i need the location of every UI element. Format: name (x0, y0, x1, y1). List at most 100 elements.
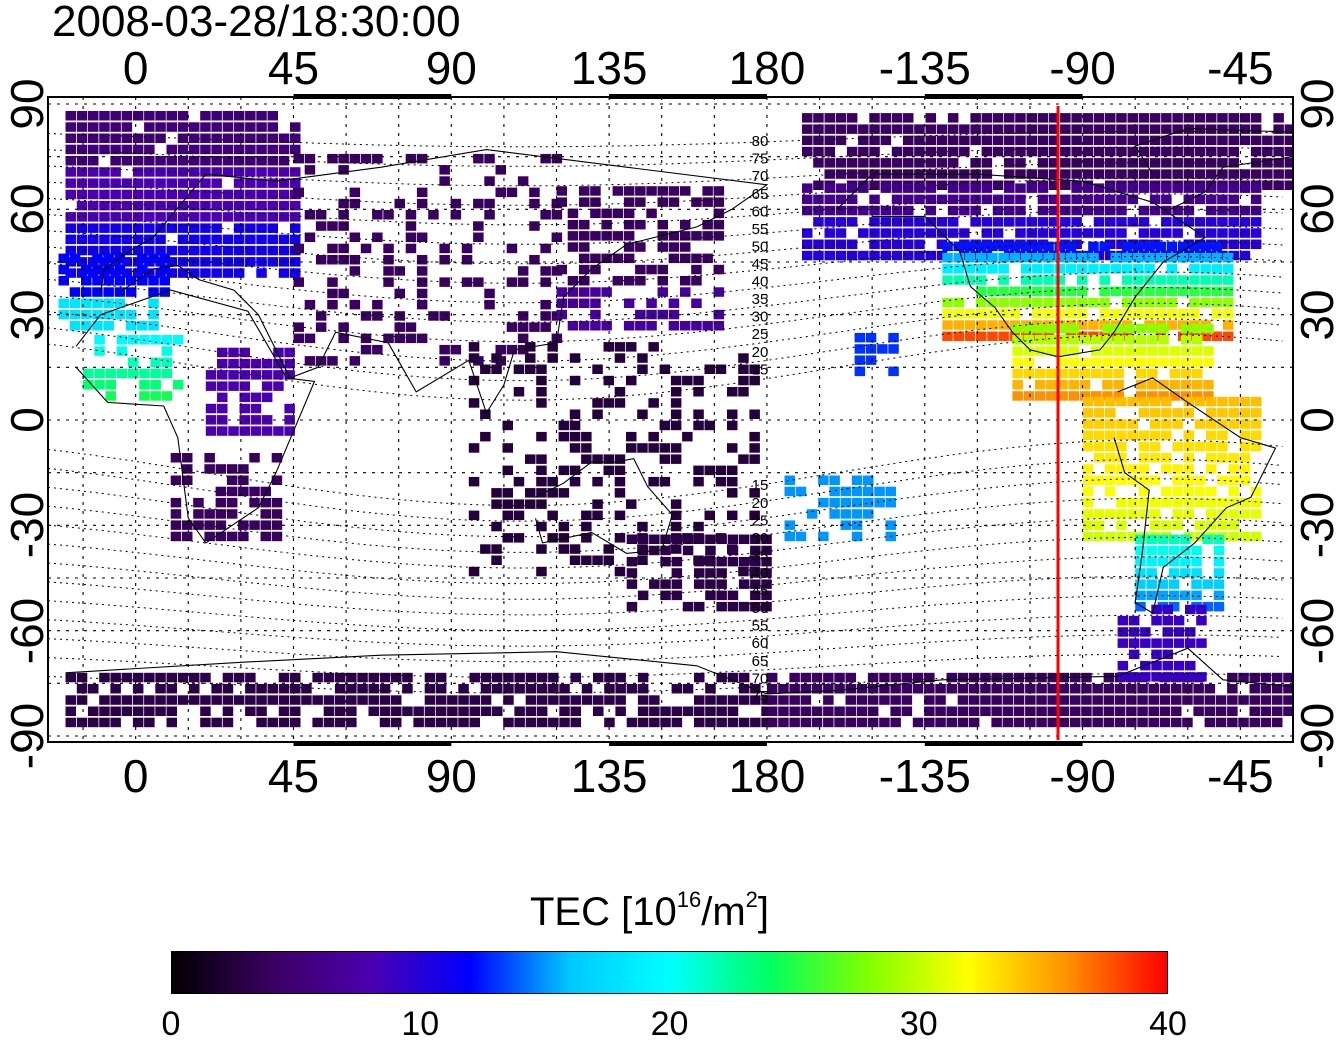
tec-cell (727, 601, 739, 612)
tec-cell (867, 717, 879, 728)
tec-cell (614, 533, 626, 543)
tec-cell (867, 672, 879, 683)
tec-cell (1149, 169, 1161, 179)
tec-cell (256, 695, 267, 705)
tec-cell (942, 264, 953, 274)
tec-cell (1171, 695, 1182, 705)
tec-cell (1206, 183, 1217, 193)
tec-cell (1004, 169, 1015, 179)
tec-cell (1192, 368, 1203, 379)
tec-cell (680, 231, 691, 241)
tec-cell (1196, 672, 1207, 682)
tec-cell (1114, 717, 1126, 728)
tec-cell (204, 520, 215, 530)
tec-cell (383, 277, 394, 287)
tec-cell (1273, 169, 1284, 179)
tec-cell (1149, 396, 1161, 407)
tec-cell (200, 234, 211, 245)
tec-cell (936, 135, 948, 146)
tec-cell (1037, 124, 1049, 134)
tec-cell (1146, 568, 1157, 578)
tec-cell (987, 286, 998, 297)
tec-cell (484, 288, 495, 299)
tec-cell (290, 672, 301, 683)
tec-cell (1200, 275, 1211, 285)
tec-cell (867, 706, 879, 716)
tec-cell (1273, 135, 1284, 146)
tec-cell (981, 183, 993, 193)
tec-cell (1149, 408, 1161, 418)
tec-cell (211, 257, 222, 267)
tec-cell (715, 465, 727, 476)
tec-cell (738, 375, 749, 386)
tec-cell (953, 320, 964, 330)
tec-cell (648, 342, 659, 352)
tec-cell (1117, 672, 1129, 682)
tec-cell (834, 684, 845, 694)
tec-cell (1239, 135, 1251, 146)
tec-cell (226, 464, 238, 474)
tec-cell (556, 287, 567, 297)
tec-cell (517, 333, 529, 344)
tec-cell (1138, 396, 1150, 407)
tec-cell (514, 717, 525, 728)
axis-tick-label: -135 (878, 750, 971, 802)
tec-cell (1155, 309, 1166, 319)
tec-cell (1228, 183, 1239, 193)
tec-cell (823, 684, 834, 694)
tec-cell (1013, 684, 1025, 694)
tec-cell (1138, 475, 1150, 485)
tec-cell (1172, 520, 1183, 530)
tec-cell (702, 186, 713, 196)
tec-cell (245, 167, 256, 177)
tec-cell (738, 717, 750, 728)
tec-cell (559, 684, 570, 694)
tec-cell (1105, 194, 1116, 205)
tec-cell (1092, 684, 1103, 694)
tec-cell (1194, 396, 1206, 407)
tec-cell (256, 133, 267, 143)
tec-cell (1183, 135, 1195, 146)
tec-cell (166, 223, 177, 233)
tec-cell (1172, 441, 1183, 452)
tec-data-layer (58, 111, 1293, 728)
tec-cell (987, 252, 998, 263)
tec-cell (579, 276, 590, 286)
tec-cell (391, 695, 402, 705)
tec-cell (1127, 497, 1138, 508)
tec-cell (738, 684, 750, 694)
tec-cell (245, 234, 256, 245)
tec-cell (693, 465, 704, 476)
tec-cell (890, 706, 901, 716)
tec-cell (166, 144, 177, 155)
tec-cell (635, 276, 646, 286)
tec-cell (693, 409, 704, 419)
tec-cell (1116, 531, 1127, 542)
tec-cell (590, 287, 601, 297)
tec-cell (766, 684, 778, 694)
tec-cell (1126, 717, 1137, 728)
tec-cell (1228, 113, 1239, 123)
tec-cell (612, 253, 624, 264)
tec-cell (1194, 228, 1206, 238)
tec-cell (657, 219, 668, 230)
tec-cell (891, 183, 903, 193)
tec-cell (217, 392, 228, 403)
tec-cell (1262, 146, 1273, 157)
tec-cell (1228, 194, 1239, 205)
tec-cell (439, 277, 450, 287)
tec-cell (829, 497, 840, 508)
tec-cell (1239, 419, 1251, 429)
tec-cell (1071, 146, 1082, 157)
frame-tick (609, 94, 767, 99)
tec-cell (1217, 250, 1228, 261)
tec-cell (233, 695, 245, 705)
tec-cell (1047, 717, 1058, 728)
tec-cell (947, 183, 959, 193)
tec-cell (1060, 250, 1071, 261)
tec-cell (1217, 146, 1228, 157)
tec-cell (349, 187, 361, 198)
tec-cell (976, 241, 987, 252)
tec-cell (161, 357, 173, 367)
tec-cell (245, 189, 256, 200)
